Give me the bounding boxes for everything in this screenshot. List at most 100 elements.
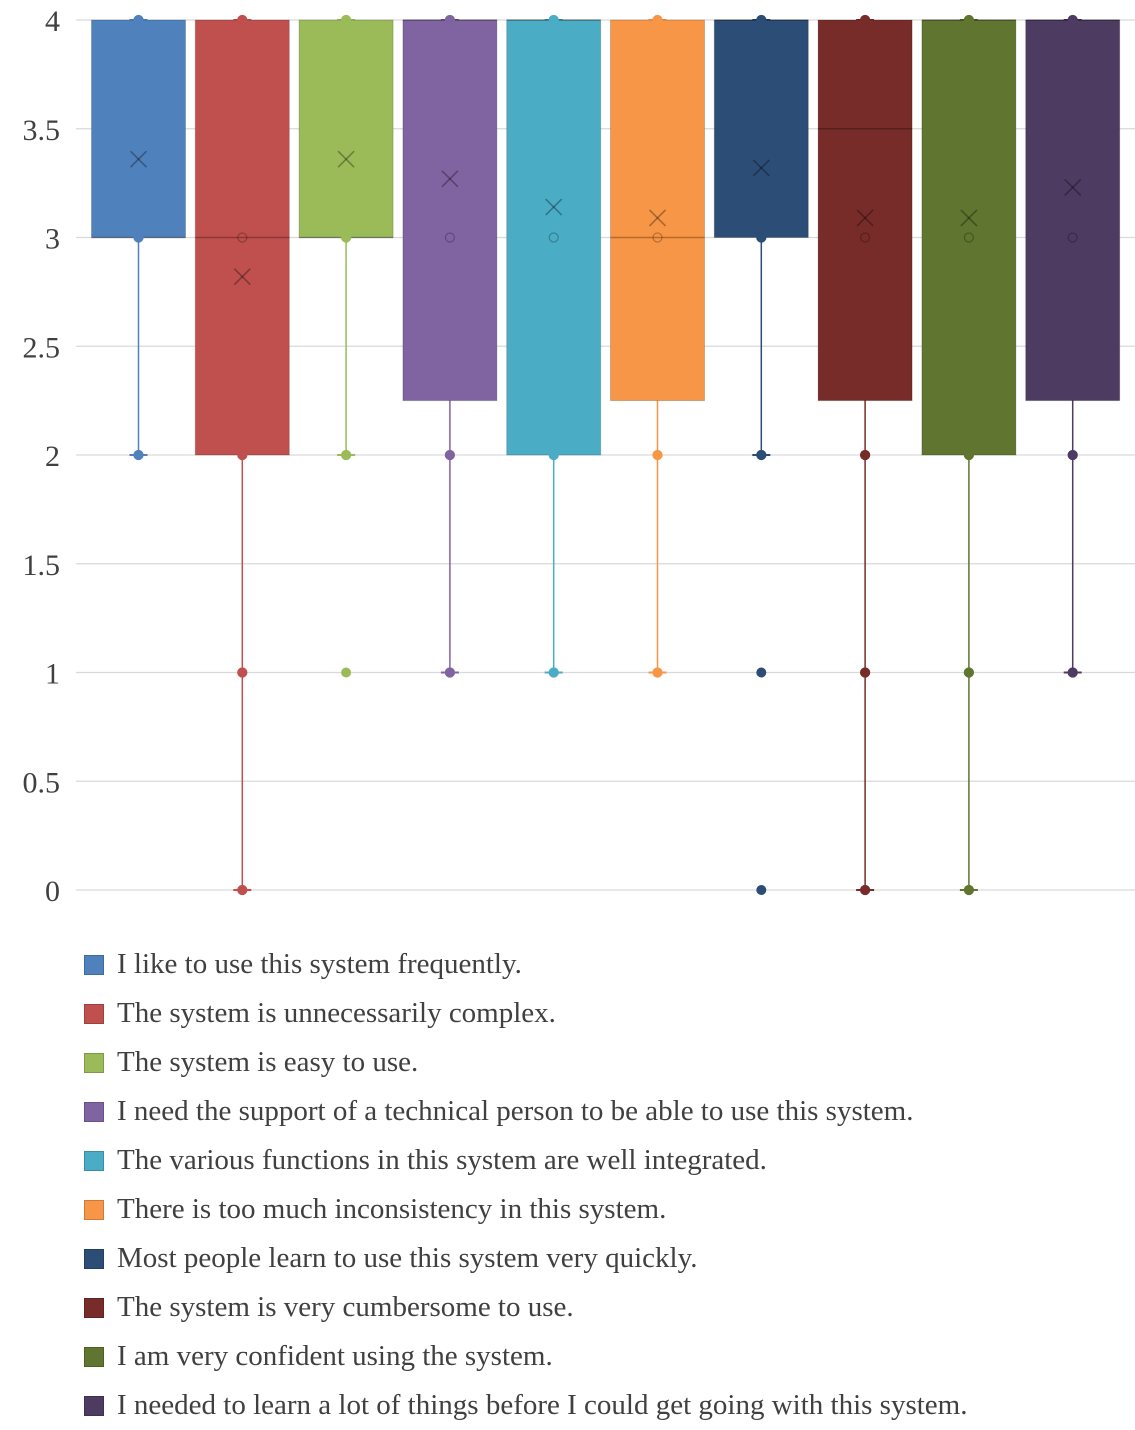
data-point — [133, 14, 144, 26]
legend-label: I am very confident using the system. — [117, 1340, 553, 1372]
y-tick-label: 0.5 — [23, 766, 61, 799]
y-tick-label: 4 — [45, 5, 60, 38]
box — [91, 19, 186, 238]
y-tick-label: 0 — [45, 875, 60, 908]
data-point — [963, 667, 975, 678]
box-series — [91, 14, 186, 461]
legend-label: I need the support of a technical person… — [117, 1095, 914, 1127]
box-series — [402, 14, 498, 678]
data-point — [859, 232, 871, 243]
data-point — [1067, 667, 1078, 678]
data-point — [548, 232, 559, 243]
y-tick-label: 3 — [45, 223, 60, 256]
data-point — [548, 449, 559, 461]
box — [921, 19, 1017, 456]
mean-marker — [545, 198, 563, 216]
legend-label: The system is unnecessarily complex. — [117, 997, 556, 1029]
box — [610, 19, 705, 402]
legend-label: The various functions in this system are… — [117, 1144, 767, 1176]
legend-item: I needed to learn a lot of things before… — [84, 1381, 967, 1430]
data-point — [340, 449, 352, 461]
box — [194, 19, 290, 456]
box-series — [817, 14, 913, 896]
y-tick-label: 1 — [45, 658, 60, 691]
mean-marker — [1064, 178, 1082, 197]
data-point — [444, 14, 456, 26]
y-tick-label: 1.5 — [23, 549, 61, 582]
legend-label: I needed to learn a lot of things before… — [117, 1389, 968, 1421]
box — [817, 19, 913, 402]
data-point — [756, 14, 767, 26]
legend-swatch — [84, 1346, 104, 1367]
data-point — [859, 884, 871, 896]
data-point — [859, 449, 871, 461]
legend-swatch — [84, 1395, 104, 1416]
box — [506, 19, 602, 456]
legend-label: There is too much inconsistency in this … — [117, 1193, 667, 1225]
legend-swatch — [84, 1199, 104, 1220]
boxes — [91, 14, 1121, 896]
data-point — [756, 449, 767, 461]
legend-item: The system is easy to use. — [84, 1038, 967, 1087]
data-point — [859, 14, 871, 26]
mean-marker — [337, 150, 355, 168]
legend-swatch — [84, 954, 104, 975]
legend-swatch — [84, 1150, 104, 1171]
data-point — [652, 232, 663, 243]
data-point — [652, 14, 663, 26]
data-point — [444, 667, 456, 678]
legend-item: The system is very cumbersome to use. — [84, 1283, 967, 1332]
legend-swatch — [84, 1052, 104, 1073]
y-axis-tick-labels: 0 0.5 1 1.5 2 2.5 3 3.5 4 — [23, 5, 61, 908]
box-plot-chart: 0 0.5 1 1.5 2 2.5 3 3.5 4 — [23, 5, 1135, 908]
data-point — [133, 449, 144, 461]
outlier-point — [756, 885, 767, 895]
data-point — [652, 667, 663, 678]
legend-label: I like to use this system frequently. — [117, 948, 522, 980]
y-tick-label: 2 — [45, 440, 60, 473]
y-tick-label: 2.5 — [23, 331, 61, 364]
mean-marker — [129, 150, 148, 168]
box — [402, 19, 498, 402]
data-point — [963, 14, 975, 26]
legend-label: The system is easy to use. — [117, 1046, 419, 1078]
data-point — [963, 884, 975, 896]
data-point — [237, 667, 248, 678]
legend-item: The system is unnecessarily complex. — [84, 989, 967, 1038]
legend-item: Most people learn to use this system ver… — [84, 1234, 967, 1283]
mean-marker — [856, 209, 874, 227]
mean-marker — [441, 170, 459, 188]
legend-item: I need the support of a technical person… — [84, 1087, 967, 1136]
data-point — [652, 449, 663, 461]
legend-swatch — [84, 1101, 104, 1122]
data-point — [548, 667, 559, 678]
data-point — [237, 884, 248, 896]
legend-item: I am very confident using the system. — [84, 1332, 967, 1381]
box-series — [298, 14, 394, 678]
data-point — [133, 232, 144, 243]
legend-item: The various functions in this system are… — [84, 1136, 967, 1185]
legend-label: Most people learn to use this system ver… — [117, 1242, 698, 1274]
legend-label: The system is very cumbersome to use. — [117, 1291, 574, 1323]
mean-marker — [960, 209, 978, 227]
y-tick-label: 3.5 — [23, 114, 61, 147]
legend-swatch — [84, 1297, 104, 1318]
box-series — [921, 14, 1017, 896]
box — [298, 19, 394, 238]
data-point — [340, 14, 352, 26]
box-series — [194, 14, 290, 896]
outlier-point — [756, 667, 767, 678]
box-series — [1025, 14, 1121, 678]
mean-marker — [752, 159, 770, 177]
data-point — [548, 14, 559, 26]
data-point — [1067, 14, 1078, 26]
data-point — [1067, 449, 1078, 461]
legend: I like to use this system frequently. The… — [84, 940, 967, 1430]
data-point — [963, 449, 975, 461]
mean-marker — [233, 268, 251, 286]
legend-swatch — [84, 1248, 104, 1269]
data-point — [756, 232, 767, 243]
box-series — [506, 14, 602, 678]
outlier-point — [341, 667, 352, 678]
data-point — [237, 449, 248, 461]
